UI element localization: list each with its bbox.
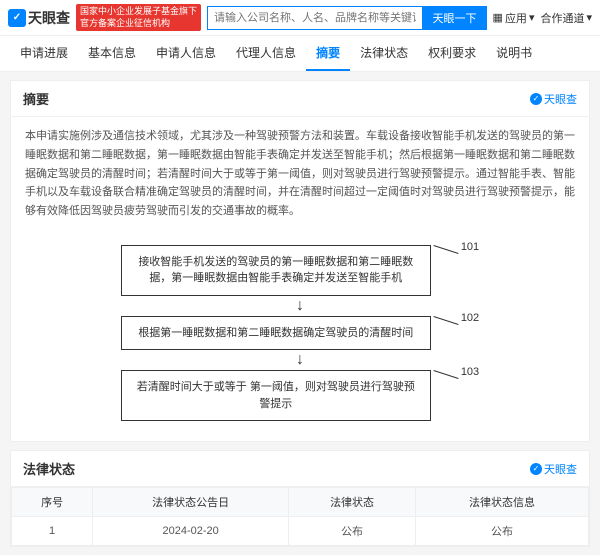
abstract-title: 摘要 <box>23 89 49 108</box>
flowchart: 接收智能手机发送的驾驶员的第一睡眠数据和第二睡眠数据，第一睡眠数据由智能手表确定… <box>11 231 589 442</box>
tab-spec[interactable]: 说明书 <box>486 36 542 71</box>
coop-link[interactable]: 合作通道 ▾ <box>540 10 592 26</box>
search-input[interactable] <box>207 6 423 30</box>
abstract-panel: 摘要 ✓ 天眼查 本申请实施例涉及通信技术领域，尤其涉及一种驾驶预警方法和装置。… <box>10 80 590 442</box>
legal-title: 法律状态 <box>23 459 75 478</box>
tab-bar: 申请进展 基本信息 申请人信息 代理人信息 摘要 法律状态 权利要求 说明书 <box>0 36 600 72</box>
search-button[interactable]: 天眼一下 <box>423 6 487 30</box>
tab-abstract[interactable]: 摘要 <box>306 36 350 71</box>
arrow-down-icon: ↓ <box>296 350 304 370</box>
cert-badge: 国家中小企业发展子基金旗下 官方备案企业征信机构 <box>76 4 201 31</box>
app-link[interactable]: ▦ 应用 ▾ <box>493 10 535 26</box>
chevron-down-icon: ▾ <box>586 11 592 24</box>
tab-basic[interactable]: 基本信息 <box>78 36 146 71</box>
chevron-down-icon: ▾ <box>529 11 535 24</box>
table-header-row: 序号 法律状态公告日 法律状态 法律状态信息 <box>12 488 589 517</box>
cell-date: 2024-02-20 <box>93 517 289 546</box>
legal-table: 序号 法律状态公告日 法律状态 法律状态信息 1 2024-02-20 公布 公… <box>11 487 589 546</box>
legal-panel: 法律状态 ✓ 天眼查 序号 法律状态公告日 法律状态 法律状态信息 1 2024… <box>10 450 590 547</box>
table-row: 1 2024-02-20 公布 公布 <box>12 517 589 546</box>
badge-line2: 官方备案企业征信机构 <box>80 18 197 30</box>
logo[interactable]: ✓ 天眼查 <box>8 8 70 28</box>
flow-step-1: 接收智能手机发送的驾驶员的第一睡眠数据和第二睡眠数据，第一睡眠数据由智能手表确定… <box>121 245 431 296</box>
cell-index: 1 <box>12 517 93 546</box>
badge-line1: 国家中小企业发展子基金旗下 <box>80 6 197 18</box>
flow-num-1: 101 <box>461 241 479 253</box>
col-date: 法律状态公告日 <box>93 488 289 517</box>
eye-icon: ✓ <box>530 463 542 475</box>
cell-info: 公布 <box>416 517 589 546</box>
tab-progress[interactable]: 申请进展 <box>10 36 78 71</box>
logo-text: 天眼查 <box>28 8 70 28</box>
col-index: 序号 <box>12 488 93 517</box>
eye-icon: ✓ <box>530 93 542 105</box>
cell-status: 公布 <box>289 517 416 546</box>
col-info: 法律状态信息 <box>416 488 589 517</box>
tab-claims[interactable]: 权利要求 <box>418 36 486 71</box>
watermark: ✓ 天眼查 <box>530 461 577 477</box>
flow-step-3: 若清醒时间大于或等于 第一阈值，则对驾驶员进行驾驶预警提示 <box>121 370 431 421</box>
top-header: ✓ 天眼查 国家中小企业发展子基金旗下 官方备案企业征信机构 天眼一下 ▦ 应用… <box>0 0 600 36</box>
search-box: 天眼一下 <box>207 6 487 30</box>
tab-legal[interactable]: 法律状态 <box>350 36 418 71</box>
abstract-text: 本申请实施例涉及通信技术领域，尤其涉及一种驾驶预警方法和装置。车载设备接收智能手… <box>11 117 589 230</box>
flow-num-2: 102 <box>461 312 479 324</box>
panel-header: 法律状态 ✓ 天眼查 <box>11 451 589 487</box>
tab-applicant[interactable]: 申请人信息 <box>146 36 226 71</box>
arrow-down-icon: ↓ <box>296 296 304 316</box>
logo-icon: ✓ <box>8 9 26 27</box>
panel-header: 摘要 ✓ 天眼查 <box>11 81 589 117</box>
watermark: ✓ 天眼查 <box>530 91 577 107</box>
tab-agent[interactable]: 代理人信息 <box>226 36 306 71</box>
col-status: 法律状态 <box>289 488 416 517</box>
grid-icon: ▦ <box>493 11 503 24</box>
flow-num-3: 103 <box>461 366 479 378</box>
flow-step-2: 根据第一睡眠数据和第二睡眠数据确定驾驶员的清醒时间 <box>121 316 431 351</box>
